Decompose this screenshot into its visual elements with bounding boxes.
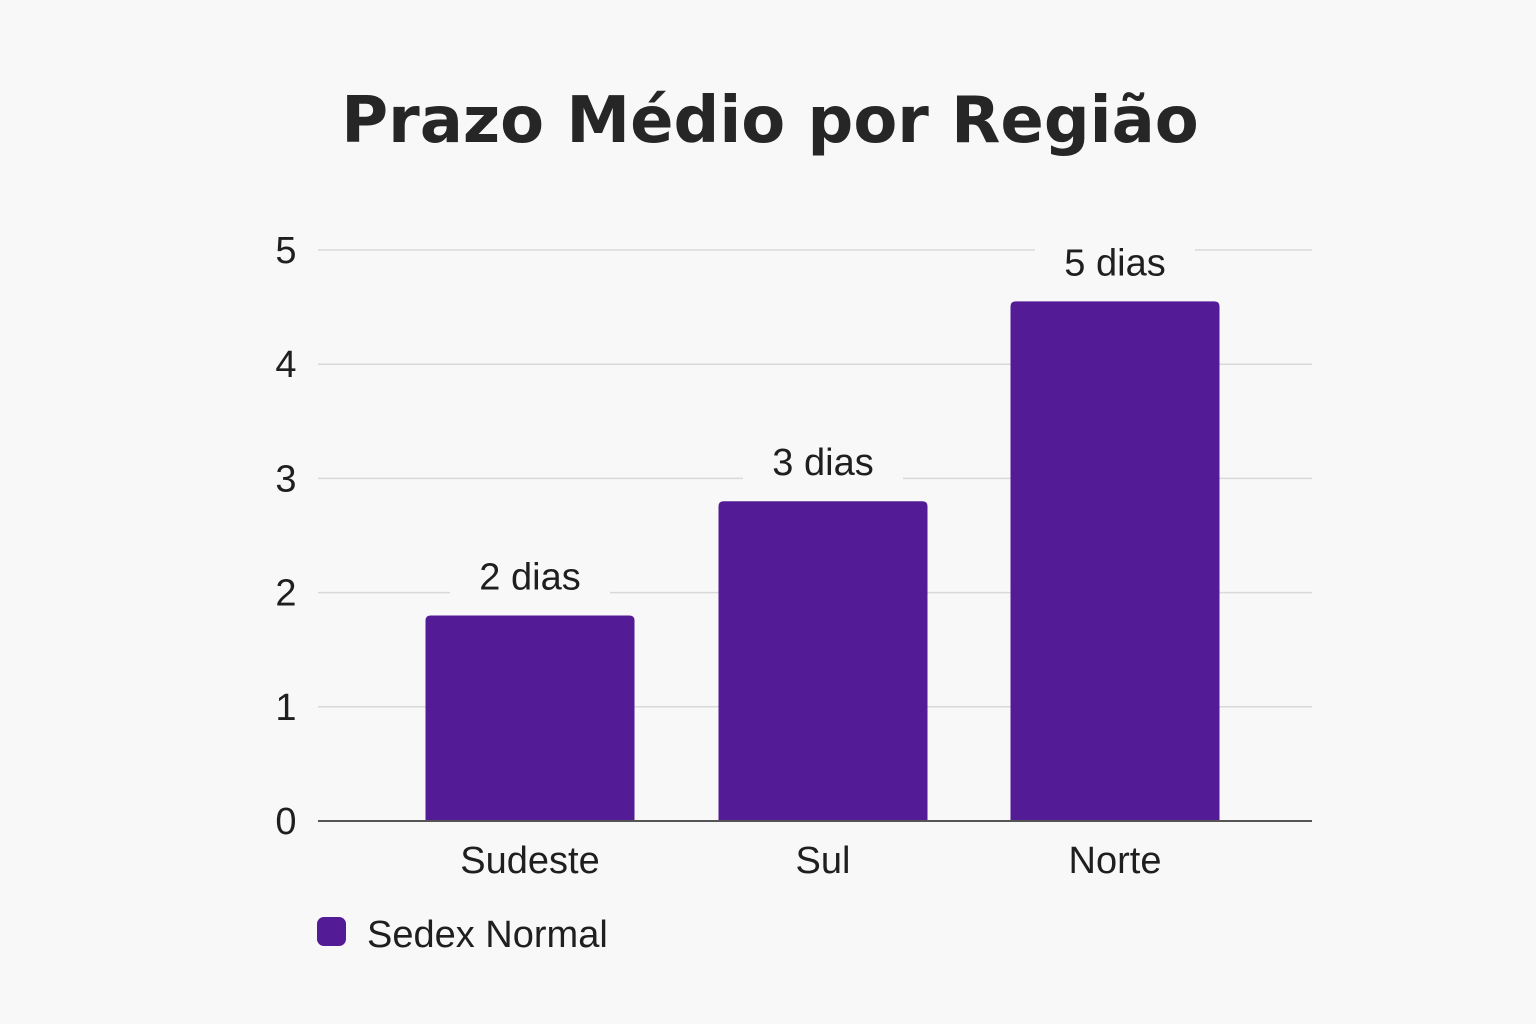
y-tick-label-3: 3: [275, 458, 296, 500]
data-label-bg-sul: [743, 443, 903, 488]
y-tick-label-2: 2: [275, 573, 296, 615]
bars: [425, 301, 1220, 821]
y-axis-ticks: 0 1 2 3 4 5: [275, 230, 296, 843]
y-tick-label-4: 4: [275, 344, 296, 386]
bar-sudeste: [425, 615, 635, 821]
data-labels: 2 dias 3 dias 5 dias: [450, 242, 1195, 602]
legend-swatch-sedex-normal: [317, 917, 346, 946]
legend-label-sedex-normal: Sedex Normal: [367, 914, 608, 956]
y-tick-label-0: 0: [275, 801, 296, 843]
legend: Sedex Normal: [317, 914, 608, 956]
data-label-bg-norte: [1035, 243, 1195, 288]
y-tick-label-1: 1: [275, 687, 296, 729]
data-label-norte: 5 dias: [1064, 242, 1165, 284]
x-category-label-sul: Sul: [796, 840, 851, 882]
bar-sul: [718, 501, 928, 821]
data-label-sudeste: 2 dias: [479, 556, 580, 598]
chart-title: Prazo Médio por Região: [341, 84, 1198, 158]
data-label-bg-sudeste: [450, 557, 610, 602]
y-tick-label-5: 5: [275, 230, 296, 272]
x-category-label-sudeste: Sudeste: [460, 840, 599, 882]
x-category-label-norte: Norte: [1069, 840, 1162, 882]
data-label-sul: 3 dias: [772, 442, 873, 484]
x-axis-categories: Sudeste Sul Norte: [460, 840, 1161, 882]
bar-norte: [1010, 301, 1220, 821]
